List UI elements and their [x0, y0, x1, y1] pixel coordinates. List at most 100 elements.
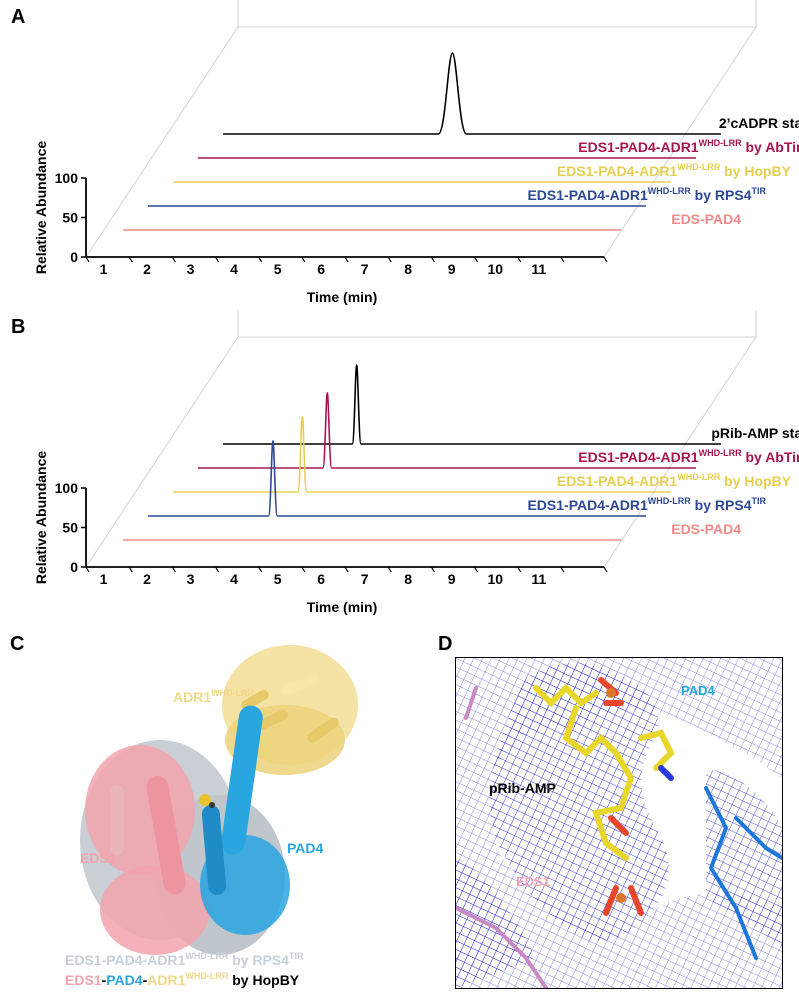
- x-tick-label-5: 6: [317, 571, 325, 587]
- x-tick-label-8: 9: [448, 571, 456, 587]
- x-tick-label-4: 5: [274, 261, 282, 277]
- y-axis-title: Relative Abundance: [33, 141, 49, 275]
- x-tick-label-10: 11: [531, 571, 546, 587]
- x-tick-label-9: 10: [487, 261, 503, 277]
- x-tick-label-3: 4: [230, 571, 238, 587]
- legend-label-0: pRib-AMP standard: [711, 425, 799, 441]
- x-minor-tick-8: [430, 566, 435, 573]
- legend-label-1: EDS1-PAD4-ADR1WHD-LRR by AbTirTIR: [578, 138, 799, 155]
- adr1-label: ADR1: [173, 689, 211, 705]
- legend-label-3: EDS1-PAD4-ADR1WHD-LRR by RPS4TIR: [527, 496, 766, 513]
- x-minor-tick-9: [473, 566, 479, 573]
- d-pad4-label: PAD4: [681, 683, 715, 698]
- chart-a-2cadpr-chromatogram: 2’cADPR standard EDS1-PAD4-ADR1WHD-LRR by…: [33, 0, 799, 305]
- pribamp-ligand-sticks: [533, 677, 675, 916]
- y-tick-label-0: 0: [70, 249, 78, 265]
- d-ligand-label: pRib-AMP: [489, 780, 556, 796]
- box-floor-edges: [85, 26, 757, 258]
- trace-0: [223, 364, 721, 445]
- x-minor-tick-1: [128, 566, 133, 573]
- legend-label-1: EDS1-PAD4-ADR1WHD-LRR by AbTirTIR: [578, 448, 799, 465]
- x-minor-tick-11: [560, 566, 565, 573]
- y-tick-label-1: 50: [62, 210, 78, 226]
- x-minor-tick-12: [603, 256, 608, 263]
- x-minor-tick-2: [171, 566, 176, 573]
- x-minor-tick-3: [214, 566, 220, 573]
- x-minor-tick-4: [258, 566, 263, 573]
- ligand-molecule: [199, 794, 215, 808]
- x-tick-label-0: 1: [100, 571, 108, 587]
- x-tick-label-2: 3: [187, 571, 195, 587]
- panel-label-a: A: [11, 6, 26, 28]
- structure-d-panel: PAD4 pRib-AMP EDS1: [455, 657, 783, 989]
- y-axis-title: Relative Abundance: [33, 451, 49, 585]
- x-tick-label-7: 8: [404, 261, 412, 277]
- x-tick-label-6: 7: [361, 261, 369, 277]
- svg-text:ADR1WHD-LRR: ADR1WHD-LRR: [173, 688, 255, 705]
- x-minor-tick-5: [301, 566, 306, 573]
- x-minor-tick-8: [430, 256, 435, 263]
- trace-2: [173, 416, 671, 493]
- structure-c-panel: ADR1WHD-LRR EDS1 PAD4 EDS1-PAD4-ADR1WHD-…: [40, 625, 420, 1002]
- d-eds1-label: EDS1: [516, 874, 550, 889]
- x-minor-tick-10: [517, 566, 522, 573]
- legend-hopby-complex: EDS1-PAD4-ADR1WHD-LRR by HopBY: [65, 971, 300, 988]
- x-tick-label-1: 2: [143, 261, 151, 277]
- legend-rps4-complex: EDS1-PAD4-ADR1WHD-LRR by RPS4TIR: [65, 951, 304, 968]
- x-minor-tick-5: [301, 256, 306, 263]
- pad4-domain: [200, 705, 290, 935]
- pad4-label: PAD4: [287, 840, 324, 856]
- eds1-domain: [85, 745, 210, 955]
- x-minor-tick-2: [171, 256, 176, 263]
- x-minor-tick-4: [258, 256, 263, 263]
- y-tick-label-1: 50: [62, 520, 78, 536]
- legend-label-2: EDS1-PAD4-ADR1WHD-LRR by HopBY: [557, 472, 792, 489]
- x-tick-label-7: 8: [404, 571, 412, 587]
- trace-3: [148, 440, 646, 517]
- x-tick-label-4: 5: [274, 571, 282, 587]
- x-axis-title: Time (min): [307, 599, 378, 615]
- panel-label-c: C: [10, 633, 25, 655]
- x-minor-tick-3: [214, 256, 220, 263]
- x-minor-tick-7: [387, 256, 392, 263]
- x-minor-tick-12: [603, 566, 608, 573]
- x-tick-label-8: 9: [448, 261, 456, 277]
- x-minor-tick-1: [128, 256, 133, 263]
- panel-label-d: D: [438, 633, 453, 655]
- x-minor-tick-6: [344, 566, 349, 573]
- x-tick-label-1: 2: [143, 571, 151, 587]
- x-minor-tick-9: [473, 256, 479, 263]
- legend-label-3: EDS1-PAD4-ADR1WHD-LRR by RPS4TIR: [527, 186, 766, 203]
- legend-label-4: EDS-PAD4: [671, 211, 741, 227]
- trace-0: [223, 52, 721, 135]
- legend-label-0: 2’cADPR standard: [719, 115, 799, 131]
- y-tick-label-2: 100: [55, 170, 79, 186]
- x-tick-label-10: 11: [531, 261, 546, 277]
- protein-complex-cartoon: ADR1WHD-LRR EDS1 PAD4 EDS1-PAD4-ADR1WHD-…: [65, 645, 358, 988]
- x-axis-title: Time (min): [307, 289, 378, 305]
- x-tick-label-5: 6: [317, 261, 325, 277]
- panel-label-b: B: [11, 316, 26, 338]
- x-minor-tick-6: [344, 256, 349, 263]
- legend-label-2: EDS1-PAD4-ADR1WHD-LRR by HopBY: [557, 162, 792, 179]
- x-minor-tick-0: [85, 566, 90, 573]
- y-tick-label-2: 100: [55, 480, 79, 496]
- trace-1: [198, 392, 696, 469]
- box-floor-edges: [85, 336, 757, 568]
- adr1-label-sup: WHD-LRR: [211, 688, 254, 698]
- x-minor-tick-11: [560, 256, 565, 263]
- chart-b-pribamp-chromatogram: pRib-AMP standard EDS1-PAD4-ADR1WHD-LRR b…: [33, 310, 799, 615]
- x-minor-tick-0: [85, 256, 90, 263]
- x-minor-tick-7: [387, 566, 392, 573]
- eds1-label: EDS1: [80, 850, 117, 866]
- density-map-closeup: PAD4 pRib-AMP EDS1: [456, 658, 782, 988]
- x-tick-label-2: 3: [187, 261, 195, 277]
- x-minor-tick-10: [517, 256, 522, 263]
- x-tick-label-6: 7: [361, 571, 369, 587]
- x-tick-label-9: 10: [487, 571, 503, 587]
- x-tick-label-0: 1: [100, 261, 108, 277]
- y-tick-label-0: 0: [70, 559, 78, 575]
- x-tick-label-3: 4: [230, 261, 238, 277]
- legend-label-4: EDS-PAD4: [671, 521, 741, 537]
- protein-backbone-sticks: [456, 686, 782, 988]
